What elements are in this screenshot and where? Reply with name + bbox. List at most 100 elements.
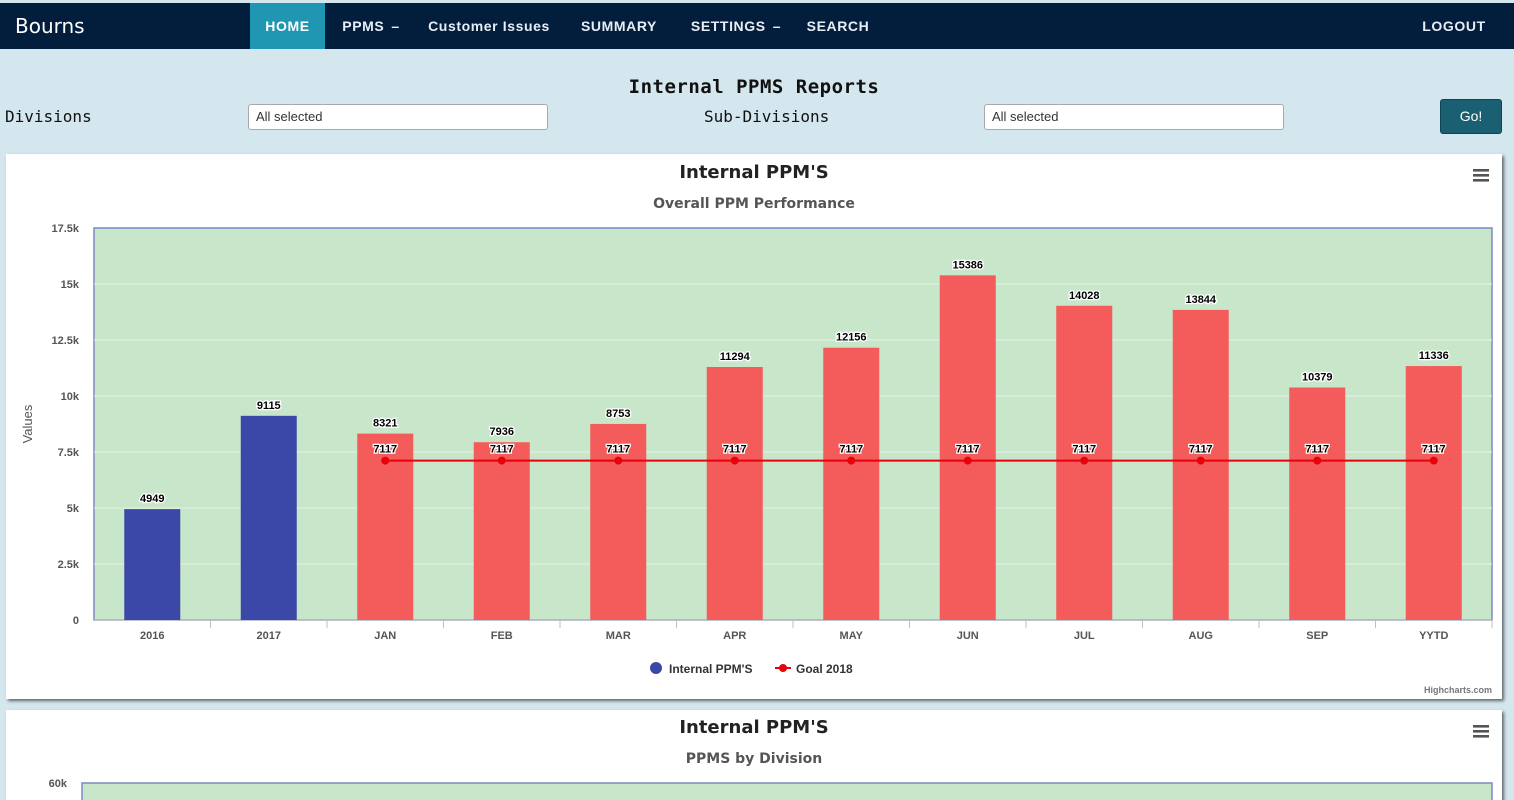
brand-logo[interactable]: Bourns xyxy=(15,14,85,38)
bar xyxy=(473,442,530,620)
menu-line xyxy=(1473,174,1489,177)
chart-subtitle: Overall PPM Performance xyxy=(653,196,855,212)
nav-settings[interactable]: SETTINGS – xyxy=(680,3,792,49)
hamburger-menu-icon[interactable] xyxy=(1473,725,1489,738)
x-tick-label: APR xyxy=(723,630,746,642)
x-tick-label: MAY xyxy=(840,630,864,642)
goal-data-label: 7117 xyxy=(606,444,630,456)
menu-line xyxy=(1473,179,1489,182)
y-tick-label: 15k xyxy=(61,279,80,291)
plot-area xyxy=(81,782,1493,800)
nav-search[interactable]: SEARCH xyxy=(800,3,876,49)
y-tick-label: 60k xyxy=(49,778,68,790)
bar-data-label: 8321 xyxy=(373,418,397,430)
goal-data-label: 7117 xyxy=(373,444,397,456)
x-tick-label: JUL xyxy=(1074,630,1095,642)
top-navbar: Bourns HOME PPMS – Customer Issues SUMMAR… xyxy=(0,3,1514,49)
plot-area xyxy=(93,227,1493,621)
ppms-by-division-chart: Internal PPM'S PPMS by Division 60k xyxy=(49,717,1493,800)
go-button[interactable]: Go! xyxy=(1440,99,1502,134)
bar xyxy=(823,347,880,620)
subdivisions-label: Sub-Divisions xyxy=(704,107,830,126)
x-tick-label: MAR xyxy=(606,630,631,642)
bar-data-label: 12156 xyxy=(836,332,867,344)
goal-point xyxy=(730,456,739,465)
goal-data-label: 7117 xyxy=(956,444,980,456)
nav-ppms-label: PPMS xyxy=(342,18,385,34)
x-tick-label: AUG xyxy=(1189,630,1213,642)
bar-data-label: 14028 xyxy=(1069,290,1100,302)
bar-data-label: 11294 xyxy=(720,351,751,363)
nav-home-label: HOME xyxy=(265,18,310,34)
legend-bar-marker xyxy=(650,662,662,674)
bar-data-label: 10379 xyxy=(1302,372,1333,384)
y-tick-label: 17.5k xyxy=(51,223,79,235)
y-tick-label: 10k xyxy=(61,391,80,403)
bar xyxy=(1405,366,1462,620)
goal-point xyxy=(1429,456,1438,465)
nav-summary[interactable]: SUMMARY xyxy=(570,3,668,49)
chart-title: Internal PPM'S xyxy=(679,717,828,738)
nav-settings-label: SETTINGS xyxy=(690,18,766,34)
dropdown-caret-icon: – xyxy=(391,18,400,34)
y-tick-label: 7.5k xyxy=(58,447,80,459)
bar xyxy=(1172,309,1229,620)
nav-customer-issues-label: Customer Issues xyxy=(428,18,550,34)
y-tick-label: 2.5k xyxy=(58,559,80,571)
nav-home[interactable]: HOME xyxy=(250,3,325,49)
legend-item-goal-2018: Goal 2018 xyxy=(796,662,853,676)
goal-point xyxy=(963,456,972,465)
x-tick-label: SEP xyxy=(1306,630,1328,642)
x-tick-label: YYTD xyxy=(1419,630,1448,642)
goal-data-label: 7117 xyxy=(839,444,863,456)
bar-data-label: 11336 xyxy=(1419,350,1449,362)
menu-line xyxy=(1473,725,1489,728)
bar xyxy=(240,415,297,620)
menu-line xyxy=(1473,169,1489,172)
y-tick-label: 5k xyxy=(67,503,80,515)
bar-data-label: 9115 xyxy=(257,400,281,412)
goal-data-label: 7117 xyxy=(1189,444,1213,456)
goal-point xyxy=(1196,456,1205,465)
overall-ppm-chart-card: Internal PPM'S Overall PPM Performance 0 2.… xyxy=(6,154,1502,699)
goal-point xyxy=(847,456,856,465)
bar-data-label: 13844 xyxy=(1185,294,1216,306)
ppms-by-division-chart-card: Internal PPM'S PPMS by Division 60k xyxy=(6,710,1502,800)
nav-search-label: SEARCH xyxy=(806,18,870,34)
goal-point xyxy=(497,456,506,465)
bar xyxy=(357,433,414,620)
bar xyxy=(124,509,181,620)
subdivisions-select[interactable]: All selected xyxy=(984,104,1284,130)
goal-point xyxy=(614,456,623,465)
y-axis-label: Values xyxy=(20,404,35,443)
nav-customer-issues[interactable]: Customer Issues xyxy=(418,3,560,49)
goal-data-label: 7117 xyxy=(1305,444,1329,456)
legend-item-internal-ppms: Internal PPM'S xyxy=(669,662,753,676)
nav-ppms[interactable]: PPMS – xyxy=(330,3,412,49)
x-tick-label: FEB xyxy=(491,630,513,642)
chart-subtitle: PPMS by Division xyxy=(686,751,823,767)
goal-data-label: 7117 xyxy=(723,444,747,456)
menu-line xyxy=(1473,735,1489,738)
goal-point xyxy=(1080,456,1089,465)
chart-title: Internal PPM'S xyxy=(679,162,828,183)
bar-data-label: 15386 xyxy=(952,259,983,271)
divisions-select[interactable]: All selected xyxy=(248,104,548,130)
bar-data-label: 7936 xyxy=(490,426,514,438)
bar-data-label: 4949 xyxy=(140,493,164,505)
goal-point xyxy=(1313,456,1322,465)
highcharts-credit: Highcharts.com xyxy=(1424,685,1492,695)
goal-point xyxy=(381,456,390,465)
legend-goal-marker xyxy=(779,664,787,672)
dropdown-caret-icon: – xyxy=(772,18,782,34)
bar xyxy=(1289,387,1346,620)
menu-line xyxy=(1473,730,1489,733)
x-tick-label: 2016 xyxy=(140,630,164,642)
x-tick-label: JAN xyxy=(374,630,396,642)
goal-data-label: 7117 xyxy=(1422,444,1446,456)
y-tick-label: 12.5k xyxy=(51,335,79,347)
nav-logout-label: LOGOUT xyxy=(1422,18,1486,34)
nav-logout[interactable]: LOGOUT xyxy=(1410,3,1498,49)
nav-summary-label: SUMMARY xyxy=(580,18,657,34)
hamburger-menu-icon[interactable] xyxy=(1473,169,1489,182)
